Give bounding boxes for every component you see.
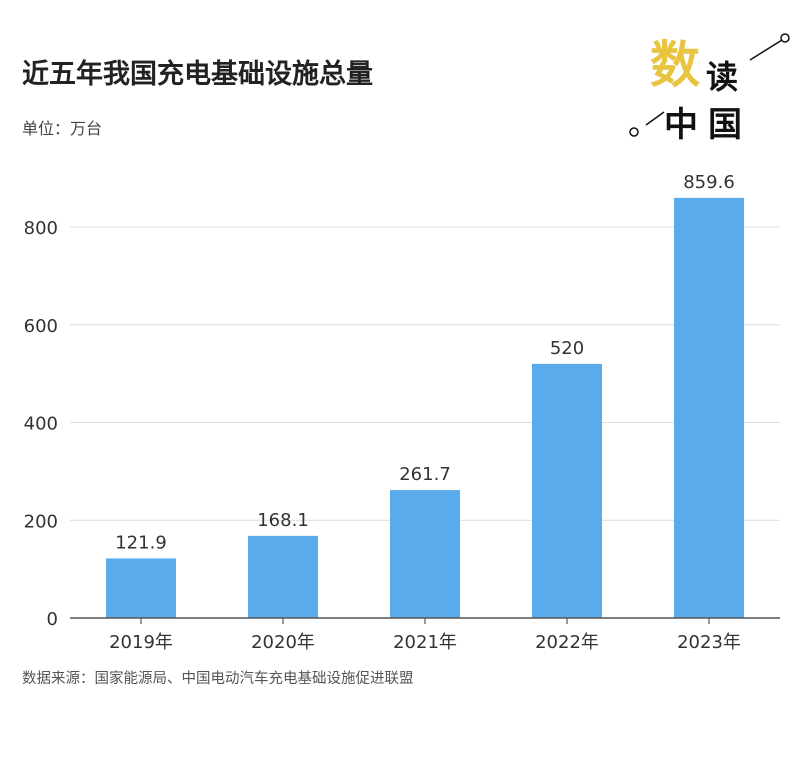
y-tick-label: 800 [24,218,58,239]
logo-dot [780,33,790,43]
logo-line [749,39,783,61]
y-tick-label: 600 [24,316,58,337]
bar [106,558,176,618]
data-label: 121.9 [115,532,167,553]
data-label: 859.6 [683,172,735,193]
y-tick-label: 200 [24,511,58,532]
unit-label: 单位：万台 [22,119,103,138]
y-tick-label: 0 [47,609,58,630]
source-note: 数据来源：国家能源局、中国电动汽车充电基础设施促进联盟 [22,671,414,687]
data-label: 168.1 [257,510,309,531]
x-tick-label: 2022年 [535,632,599,653]
logo-line [645,111,665,126]
logo-char-4: 国 [708,105,742,145]
data-label: 520 [550,338,584,359]
x-tick-label: 2021年 [393,632,457,653]
logo-char-2: 读 [706,58,738,96]
x-tick-label: 2023年 [677,632,741,653]
x-tick-label: 2019年 [109,632,173,653]
bar [674,197,744,619]
logo: 数 读 中 国 [629,33,790,145]
bar [390,490,460,618]
bar [532,363,602,618]
logo-char-1: 数 [650,36,700,94]
bar [248,535,318,618]
chart-title: 近五年我国充电基础设施总量 [22,59,373,90]
data-label: 261.7 [399,464,451,485]
logo-dot [629,127,639,137]
y-tick-label: 400 [24,414,58,435]
logo-char-3: 中 [664,105,698,145]
x-tick-label: 2020年 [251,632,315,653]
